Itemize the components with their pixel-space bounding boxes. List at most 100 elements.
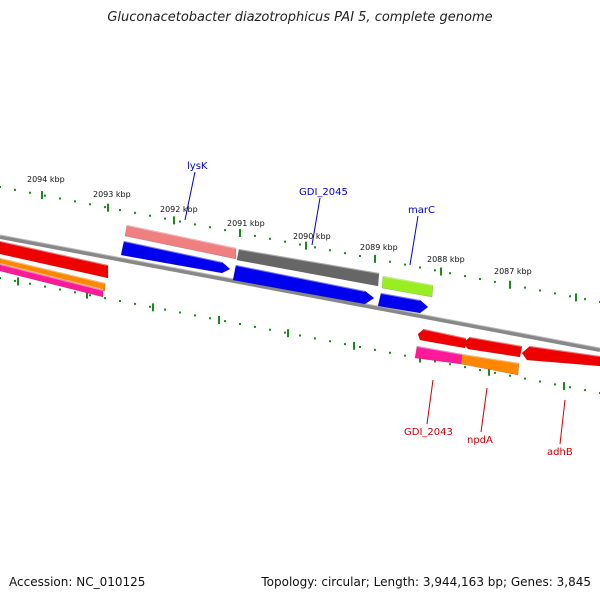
gene-leader-npdA (480, 387, 488, 433)
lysK-feature (124, 224, 237, 260)
upper-scale-track-dot (389, 260, 391, 263)
lysK-arrow (120, 240, 231, 274)
lysK-feature-highlight (126, 224, 237, 249)
upper-scale-track-dot (74, 200, 76, 203)
upper-scale-track-dot (89, 203, 91, 206)
lysK-arrow-highlight (123, 240, 223, 263)
lower-scale-track-dot (584, 389, 586, 392)
lower-scale-track-dot (524, 377, 526, 380)
marC-arrow-highlight (380, 292, 421, 301)
upper-scale-track-dot (164, 217, 166, 220)
upper-scale-track-dot (464, 275, 466, 278)
lower-scale-track-major-tick (287, 329, 289, 338)
upper-scale-track-dot (554, 292, 556, 295)
genome-backbone (0, 235, 600, 352)
marC-arrow (377, 292, 429, 314)
upper-scale-track-dot (224, 229, 226, 232)
upper-scale-track-dot (14, 188, 16, 191)
upper-scale-track-dot (299, 243, 301, 246)
upper-scale-track-dot (44, 194, 46, 197)
lower-scale-track-dot (554, 383, 556, 386)
npdA-red-arrow-highlight (469, 336, 523, 347)
GDI_2045-feature (236, 248, 380, 287)
npdA-feature (460, 353, 520, 376)
scale-label: 2087 kbp (494, 267, 532, 276)
lower-scale-track-dot (209, 317, 211, 320)
lower-scale-track-dot (449, 363, 451, 366)
GDI_2045-feature-highlight (238, 248, 380, 274)
upper-scale-track-dot (254, 234, 256, 237)
GDI_2045-arrow-highlight (235, 264, 366, 292)
upper-scale-track-dot (569, 295, 571, 298)
lower-scale-track-dot (299, 334, 301, 337)
lower-scale-track-dot (344, 343, 346, 346)
upper-scale-track-dot (194, 223, 196, 226)
lower-scale-track-major-tick (152, 303, 154, 312)
upper-scale-track-major-tick (239, 229, 241, 237)
left-orange-feature-highlight (0, 257, 106, 284)
upper-scale-track-dot (434, 269, 436, 272)
map-title: Gluconacetobacter diazotrophicus PAI 5, … (107, 10, 493, 25)
adhB-red-arrow-highlight (529, 345, 600, 357)
left-magenta-feature (0, 263, 104, 298)
left-red-feature-highlight (0, 240, 109, 266)
upper-scale-track-dot (209, 226, 211, 229)
scale-label: 2091 kbp (227, 219, 265, 228)
gene-label-adhB: adhB (547, 447, 573, 458)
GDI_2043-red-arrow-highlight (423, 328, 467, 339)
lower-scale-track-major-tick (353, 341, 355, 350)
GDI_2043-feature-highlight (416, 345, 463, 355)
lower-scale-track-dot (539, 380, 541, 383)
lower-scale-track-dot (254, 325, 256, 328)
lower-scale-track-dot (494, 371, 496, 374)
lower-scale-track-dot (479, 369, 481, 371)
lower-scale-track-dot (74, 291, 76, 294)
upper-scale-track-dot (494, 280, 496, 283)
scale-label: 2089 kbp (360, 243, 398, 252)
lower-scale-track-dot (314, 337, 316, 340)
lower-scale-track-dot (389, 351, 391, 354)
lower-scale-track-major-tick (17, 277, 19, 286)
upper-scale-track-dot (149, 214, 151, 217)
lower-scale-track-dot (134, 302, 136, 305)
lower-scale-track-dot (269, 328, 271, 331)
lower-scale-track-dot (44, 285, 46, 288)
upper-scale-track-dot (104, 206, 106, 209)
upper-scale-track-major-tick (173, 216, 175, 225)
lower-scale-track-dot (359, 346, 361, 348)
lower-scale-track-dot (29, 282, 31, 285)
upper-scale-track-dot (284, 240, 286, 243)
lower-scale-track-major-tick (563, 382, 565, 391)
upper-scale-track (0, 186, 600, 303)
upper-scale-track-dot (479, 278, 481, 280)
upper-scale-track-major-tick (575, 293, 577, 302)
upper-scale-track-dot (119, 209, 121, 211)
scale-label: 2093 kbp (93, 190, 131, 199)
lower-scale-track-dot (329, 340, 331, 343)
GDI_2045-arrow (232, 264, 375, 305)
lower-scale-track (0, 277, 600, 394)
left-red-feature (0, 240, 109, 279)
gene-label-marC: marC (408, 205, 435, 216)
lower-scale-track-major-tick (86, 290, 88, 299)
scale-label: 2090 kbp (293, 232, 331, 241)
gene-label-npdA: npdA (467, 435, 493, 446)
adhB-red-arrow (521, 345, 600, 367)
upper-scale-track-major-tick (374, 254, 376, 263)
gene-label-GDI_2045: GDI_2045 (299, 187, 348, 198)
gene-leader-GDI_2043 (426, 379, 434, 425)
lower-scale-track-dot (224, 320, 226, 323)
marC-feature (381, 275, 434, 298)
upper-scale-track-major-tick (440, 267, 442, 276)
scale-label: 2094 kbp (27, 175, 65, 184)
upper-scale-track-dot (524, 286, 526, 289)
upper-scale-track-dot (419, 266, 421, 269)
upper-scale-track-dot (314, 246, 316, 249)
gene-leader-adhB (559, 399, 566, 445)
upper-scale-track-dot (404, 263, 406, 266)
upper-scale-track-dot (29, 191, 31, 194)
upper-scale-track-major-tick (305, 241, 307, 250)
lower-scale-track-dot (194, 314, 196, 317)
